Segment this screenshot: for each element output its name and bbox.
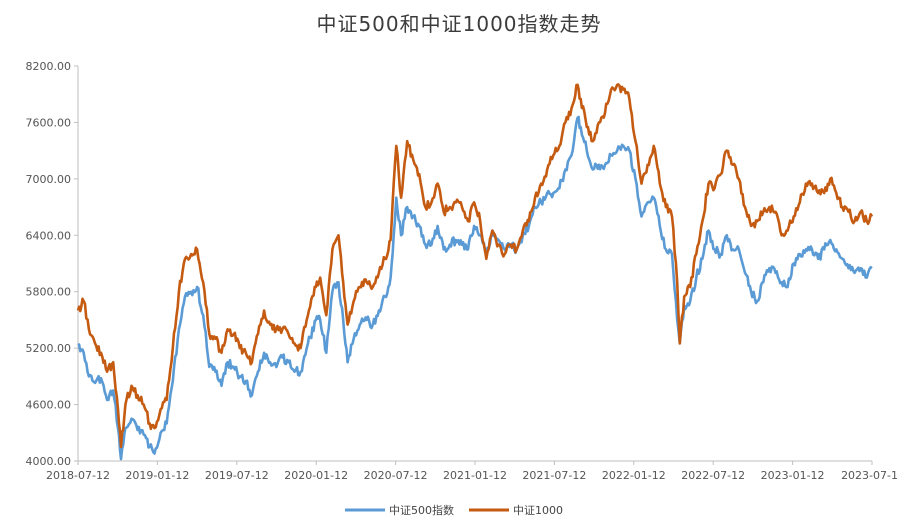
y-axis: 8200.00 7600.00 7000.00 6400.00 5800.00 5200.… — [26, 60, 79, 468]
x-tick-label: 2018-07-12 — [46, 469, 110, 482]
x-tick-label: 2023-07-1 — [841, 469, 898, 482]
x-tick-label: 2019-01-12 — [125, 469, 189, 482]
legend-label: 中证500指数 — [389, 503, 454, 517]
y-tick-label: 5800.00 — [26, 286, 72, 299]
y-tick-label: 8200.00 — [26, 60, 72, 73]
x-tick-label: 2022-07-12 — [681, 469, 745, 482]
x-tick-label: 2021-01-12 — [443, 469, 507, 482]
series-line-csi1000 — [76, 83, 874, 449]
x-tick-label: 2020-07-12 — [364, 469, 428, 482]
legend-label: 中证1000 — [513, 504, 563, 517]
y-tick-label: 7600.00 — [26, 116, 72, 129]
legend: 中证500指数 中证1000 — [345, 503, 563, 517]
y-tick-label: 6400.00 — [26, 229, 72, 242]
x-tick-label: 2019-07-12 — [205, 469, 269, 482]
x-tick-label: 2022-01-12 — [602, 469, 666, 482]
series-line-csi500 — [77, 115, 873, 461]
x-tick-label: 2021-07-12 — [522, 469, 586, 482]
x-tick-label: 2023-01-12 — [761, 469, 825, 482]
y-tick-label: 4000.00 — [26, 455, 72, 468]
chart-title: 中证500和中证1000指数走势 — [316, 12, 602, 36]
y-tick-label: 5200.00 — [26, 342, 72, 355]
x-tick-label: 2020-01-12 — [284, 469, 348, 482]
y-tick-label: 4600.00 — [26, 399, 72, 412]
series-layer — [76, 83, 874, 461]
x-axis: 2018-07-12 2019-01-12 2019-07-12 2020-01-12… — [46, 460, 898, 482]
y-tick-label: 7000.00 — [26, 173, 72, 186]
